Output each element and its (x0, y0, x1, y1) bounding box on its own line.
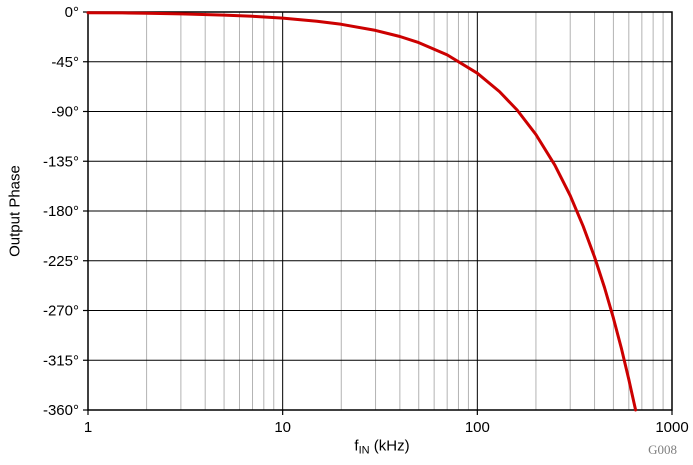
y-tick-label: -360° (43, 402, 79, 419)
y-tick-label: -270° (43, 303, 79, 320)
x-tick-label: 100 (465, 419, 490, 436)
phase-curve (86, 11, 638, 412)
x-tick-label: 10 (274, 419, 291, 436)
x-axis-title-units: (kHz) (369, 437, 410, 455)
x-axis-title-symbol: f (354, 437, 359, 455)
x-axis-title: fIN (kHz) (354, 438, 409, 457)
y-tick-label: -90° (51, 104, 79, 121)
figure-code-label: G008 (648, 442, 677, 457)
y-axis-title: Output Phase (6, 165, 24, 257)
x-axis-title-subscript: IN (358, 444, 370, 457)
x-tick-label: 1 (84, 419, 92, 436)
y-tick-label: -225° (43, 253, 79, 270)
y-tick-label: 0° (65, 4, 79, 21)
x-tick-label: 1000 (655, 419, 688, 436)
y-tick-label: -315° (43, 352, 79, 369)
y-tick-label: -45° (51, 54, 79, 71)
y-tick-label: -180° (43, 203, 79, 220)
y-tick-label: -135° (43, 153, 79, 170)
